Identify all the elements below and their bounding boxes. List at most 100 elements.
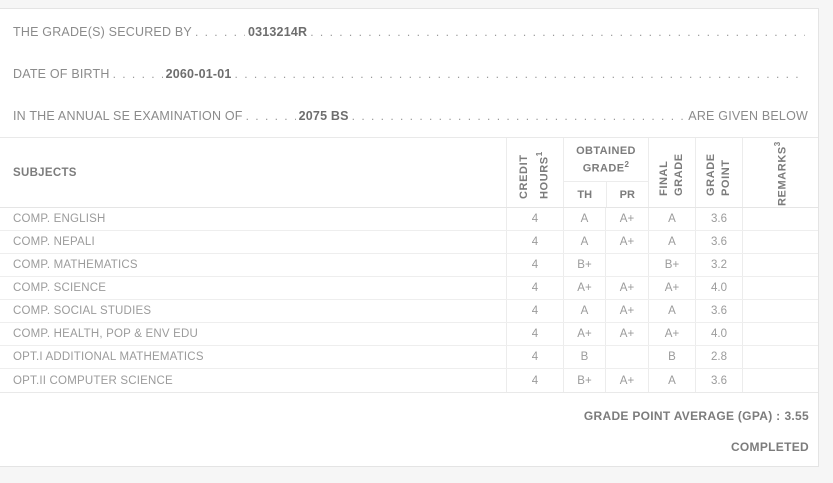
header-subjects: SUBJECTS — [13, 166, 77, 179]
dot-leader: . . . . . . . . . . . . . . . . . . . . … — [351, 109, 686, 123]
summary-section: GRADE POINT AVERAGE (GPA) :3.55 COMPLETE… — [0, 393, 818, 466]
header-remarks: REMARKS3 — [742, 138, 818, 207]
credit-cell: 4 — [506, 277, 563, 299]
table-row: COMP. SOCIAL STUDIES 4 A A+ A 3.6 — [0, 300, 818, 323]
remarks-cell — [742, 346, 818, 368]
subject-cell: COMP. HEALTH, POP & ENV EDU — [13, 328, 198, 340]
symbol-number-value: 0313214R — [247, 25, 308, 39]
table-row: OPT.II COMPUTER SCIENCE 4 B+ A+ A 3.6 — [0, 369, 818, 392]
pr-grade-cell: A+ — [605, 369, 648, 392]
credit-cell: 4 — [506, 346, 563, 368]
remarks-cell — [742, 300, 818, 322]
subject-cell: OPT.II COMPUTER SCIENCE — [13, 374, 173, 387]
dot-leader: . . . . . . . . . . . . . . . . . . . . … — [234, 67, 805, 81]
credit-cell: 4 — [506, 231, 563, 253]
obtained-grade-label: OBTAINED GRADE2 — [576, 144, 636, 175]
grades-table-header: SUBJECTS CREDIT HOURS1 OBTAINED GRADE2 T… — [0, 138, 818, 208]
gpa-line: GRADE POINT AVERAGE (GPA) :3.55 — [13, 409, 809, 423]
header-pr: PR — [605, 182, 649, 207]
grade-sheet-card: THE GRADE(S) SECURED BY . . . . . . . . … — [0, 8, 819, 467]
completion-status: COMPLETED — [730, 440, 809, 454]
remarks-cell — [742, 369, 818, 392]
final-grade-cell: A — [648, 231, 695, 253]
credit-cell: 4 — [506, 323, 563, 345]
dot-leader: . . . . . . . . . . . . . . . . . . . . … — [245, 109, 296, 123]
examination-year-line: IN THE ANNUAL SE EXAMINATION OF . . . . … — [13, 95, 808, 137]
subject-cell: COMP. SCIENCE — [13, 282, 107, 294]
header-obtained-grade: OBTAINED GRADE2 TH PR — [563, 138, 648, 207]
grade-point-cell: 4.0 — [695, 323, 742, 345]
pr-grade-cell: A+ — [605, 323, 648, 345]
final-grade-cell: B+ — [648, 254, 695, 276]
credit-cell: 4 — [506, 300, 563, 322]
table-row: COMP. HEALTH, POP & ENV EDU 4 A+ A+ A+ 4… — [0, 323, 818, 346]
final-grade-cell: A — [648, 369, 695, 392]
student-info-section: THE GRADE(S) SECURED BY . . . . . . . . … — [0, 9, 818, 137]
examination-year-value: 2075 BS — [298, 109, 349, 123]
are-given-below-label: ARE GIVEN BELOW — [688, 109, 808, 123]
pr-grade-cell — [605, 346, 648, 368]
credit-cell: 4 — [506, 208, 563, 230]
header-th: TH — [577, 188, 593, 201]
final-grade-cell: A — [648, 208, 695, 230]
table-row: OPT.I ADDITIONAL MATHEMATICS 4 B B 2.8 — [0, 346, 818, 369]
pr-grade-cell — [605, 254, 648, 276]
table-row: COMP. NEPALI 4 A A+ A 3.6 — [0, 231, 818, 254]
remarks-cell — [742, 277, 818, 299]
remarks-cell — [742, 208, 818, 230]
grade-point-label: GRADE POINT — [705, 152, 732, 196]
th-grade-cell: A+ — [563, 277, 605, 299]
grades-secured-by-label: THE GRADE(S) SECURED BY — [13, 25, 192, 39]
th-grade-cell: A — [563, 231, 605, 253]
pr-grade-cell: A+ — [605, 208, 648, 230]
table-row: COMP. ENGLISH 4 A A+ A 3.6 — [0, 208, 818, 231]
subject-cell: COMP. SOCIAL STUDIES — [13, 305, 152, 317]
credit-cell: 4 — [506, 369, 563, 392]
date-of-birth-value: 2060-01-01 — [165, 67, 232, 81]
grade-point-cell: 3.2 — [695, 254, 742, 276]
remarks-cell — [742, 323, 818, 345]
pr-grade-cell: A+ — [605, 300, 648, 322]
remarks-label: REMARKS3 — [773, 140, 789, 206]
grades-table: SUBJECTS CREDIT HOURS1 OBTAINED GRADE2 T… — [0, 137, 818, 393]
obtained-grade-subheaders: TH PR — [564, 181, 648, 207]
final-grade-label: FINAL GRADE — [658, 152, 685, 196]
remarks-cell — [742, 254, 818, 276]
table-row: COMP. SCIENCE 4 A+ A+ A+ 4.0 — [0, 277, 818, 300]
th-grade-cell: A+ — [563, 323, 605, 345]
th-grade-cell: B — [563, 346, 605, 368]
remarks-cell — [742, 231, 818, 253]
header-final-grade: FINAL GRADE — [648, 138, 695, 207]
th-grade-cell: B+ — [563, 369, 605, 392]
grade-point-cell: 2.8 — [695, 346, 742, 368]
dot-leader: . . . . . . . . . . . . . . . . . . . . … — [310, 25, 805, 39]
examination-year-label: IN THE ANNUAL SE EXAMINATION OF — [13, 109, 243, 123]
date-of-birth-line: DATE OF BIRTH . . . . . . . . . . . . . … — [13, 53, 808, 95]
grade-point-cell: 4.0 — [695, 277, 742, 299]
final-grade-cell: A — [648, 300, 695, 322]
gpa-value: 3.55 — [784, 409, 809, 423]
final-grade-cell: B — [648, 346, 695, 368]
th-grade-cell: A — [563, 300, 605, 322]
pr-grade-cell: A+ — [605, 277, 648, 299]
header-credit-hours: CREDIT HOURS1 — [506, 138, 563, 207]
header-grade-point: GRADE POINT — [695, 138, 742, 207]
grades-secured-by-line: THE GRADE(S) SECURED BY . . . . . . . . … — [13, 11, 808, 53]
grade-point-cell: 3.6 — [695, 300, 742, 322]
table-row: COMP. MATHEMATICS 4 B+ B+ 3.2 — [0, 254, 818, 277]
pr-grade-cell: A+ — [605, 231, 648, 253]
gpa-label: GRADE POINT AVERAGE (GPA) : — [583, 409, 781, 423]
credit-hours-label: CREDIT HOURS1 — [518, 150, 551, 199]
th-grade-cell: A — [563, 208, 605, 230]
date-of-birth-label: DATE OF BIRTH — [13, 67, 110, 81]
dot-leader: . . . . . . . . . . . . . . . . . . . . … — [112, 67, 163, 81]
grade-point-cell: 3.6 — [695, 231, 742, 253]
subject-cell: OPT.I ADDITIONAL MATHEMATICS — [13, 351, 204, 363]
subject-cell: COMP. NEPALI — [13, 236, 95, 248]
subject-cell: COMP. MATHEMATICS — [13, 259, 138, 271]
final-grade-cell: A+ — [648, 277, 695, 299]
grade-point-cell: 3.6 — [695, 208, 742, 230]
final-grade-cell: A+ — [648, 323, 695, 345]
subject-cell: COMP. ENGLISH — [13, 213, 106, 225]
credit-cell: 4 — [506, 254, 563, 276]
